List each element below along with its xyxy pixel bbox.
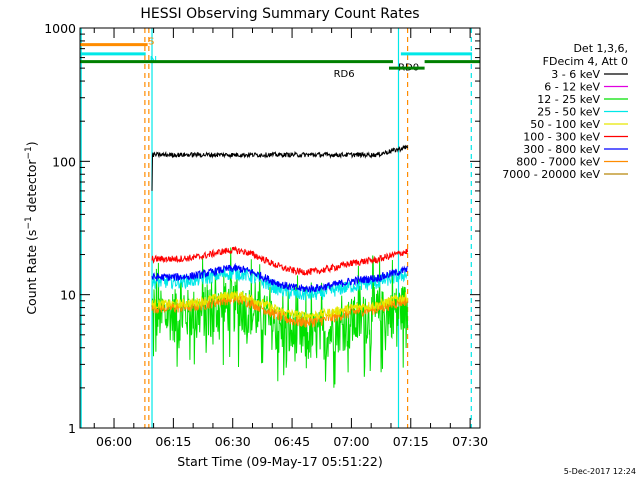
series-line	[151, 262, 408, 294]
legend-label: 25 - 50 keV	[537, 106, 600, 119]
y-label-superscript-1: −1	[24, 216, 34, 229]
x-axis: 06:00 06:15 06:30 06:45 07:00 07:15 07:30	[93, 28, 488, 449]
x-tick-label: 06:15	[155, 434, 191, 449]
x-tick-label: 06:45	[274, 434, 310, 449]
legend-label: 7000 - 20000 keV	[502, 168, 600, 181]
vertical-markers	[80, 28, 472, 428]
series-line	[151, 266, 408, 301]
plot-area: SNRD0RD6	[79, 27, 481, 429]
y-axis-label: Count Rate (s−1 detector−1)	[24, 141, 39, 314]
generation-timestamp: 5-Dec-2017 12:24	[564, 467, 636, 476]
legend-label: 300 - 800 keV	[523, 143, 600, 156]
x-tick-label: 07:00	[333, 434, 369, 449]
series-line	[151, 291, 409, 321]
legend-label: 800 - 7000 keV	[516, 156, 600, 169]
series-line	[151, 144, 409, 191]
flag-label: RD6	[334, 69, 355, 80]
legend-header-line-1: Det 1,3,6,	[573, 42, 628, 55]
flag-label: S	[148, 37, 154, 48]
y-label-part-1: Count Rate (s	[24, 230, 39, 315]
series-line	[151, 247, 409, 388]
legend-label: 3 - 6 keV	[551, 68, 600, 81]
y-label-part-2: detector	[24, 159, 39, 217]
y-label-superscript-2: −1	[24, 146, 34, 159]
y-axis: 1 10 100 1000	[44, 21, 480, 436]
series-line	[151, 245, 409, 276]
y-tick-label: 10	[60, 288, 76, 303]
x-tick-label: 06:30	[215, 434, 251, 449]
flag-bars: SNRD0RD6	[80, 37, 480, 80]
legend-label: 12 - 25 keV	[537, 93, 600, 106]
legend-header-line-2: FDecim 4, Att 0	[543, 55, 628, 68]
y-label-part-3: )	[24, 141, 39, 146]
series-lines	[151, 144, 409, 388]
x-tick-label: 07:30	[452, 434, 488, 449]
legend-label: 50 - 100 keV	[530, 118, 600, 131]
legend-label: 6 - 12 keV	[544, 81, 600, 94]
y-tick-label: 100	[52, 154, 76, 169]
chart-title: HESSI Observing Summary Count Rates	[140, 6, 419, 22]
x-tick-label: 07:15	[393, 434, 429, 449]
y-tick-label: 1	[68, 421, 76, 436]
x-axis-label: Start Time (09-May-17 05:51:22)	[177, 454, 382, 469]
legend-label: 100 - 300 keV	[523, 131, 600, 144]
y-tick-label: 1000	[44, 21, 76, 36]
plot-frame	[79, 27, 481, 429]
x-tick-label: 06:00	[96, 434, 132, 449]
